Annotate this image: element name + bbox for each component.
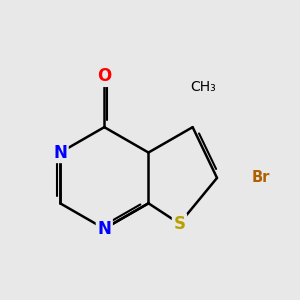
Text: N: N — [53, 143, 67, 161]
Text: Br: Br — [251, 170, 270, 185]
Text: CH₃: CH₃ — [190, 80, 216, 94]
Text: S: S — [173, 214, 185, 232]
Text: N: N — [98, 220, 111, 238]
Text: O: O — [97, 68, 111, 85]
